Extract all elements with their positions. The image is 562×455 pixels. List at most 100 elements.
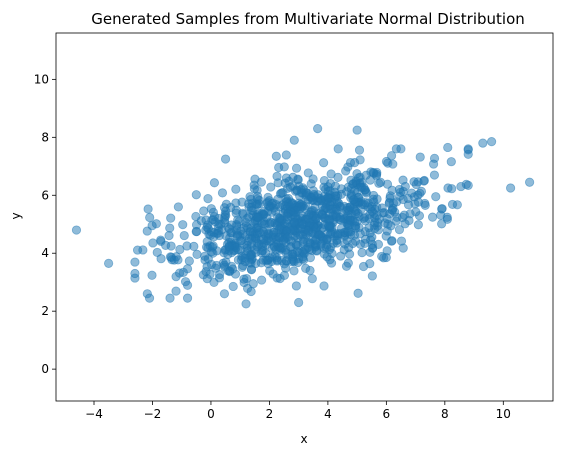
data-point — [203, 194, 213, 204]
data-point — [378, 208, 388, 218]
data-point — [192, 249, 202, 259]
data-point — [264, 253, 275, 263]
data-point — [525, 177, 535, 187]
data-point — [130, 268, 140, 279]
data-point — [191, 190, 201, 200]
data-point — [267, 243, 277, 254]
data-point — [367, 271, 377, 281]
y-tick-label: 8 — [41, 130, 49, 144]
data-point — [281, 256, 291, 266]
data-point — [224, 242, 234, 252]
data-point — [166, 213, 176, 223]
data-point — [305, 253, 315, 263]
y-tick-label: 10 — [34, 72, 49, 86]
data-point — [360, 212, 370, 222]
data-point — [289, 135, 299, 145]
data-point — [279, 270, 290, 280]
data-point — [203, 254, 213, 264]
data-point — [231, 219, 242, 230]
data-point — [330, 187, 340, 197]
y-tick-label: 4 — [41, 246, 49, 260]
data-point — [352, 125, 362, 135]
data-point — [171, 272, 181, 282]
data-point — [281, 150, 291, 160]
data-point — [365, 175, 375, 185]
data-point — [344, 220, 354, 230]
data-point — [256, 258, 266, 268]
data-point — [348, 238, 358, 249]
data-point — [392, 197, 402, 207]
data-point — [303, 168, 313, 178]
data-point — [335, 212, 345, 223]
data-point — [217, 188, 228, 198]
data-point — [231, 184, 241, 194]
data-point — [398, 186, 408, 197]
y-axis-ticks: 0 2 4 6 8 10 — [34, 72, 56, 376]
data-point — [258, 234, 268, 244]
data-point — [437, 219, 447, 229]
data-point — [202, 262, 212, 272]
data-point — [166, 241, 176, 251]
data-point — [506, 183, 516, 193]
data-point — [305, 265, 315, 276]
chart-title: Generated Samples from Multivariate Norm… — [91, 10, 525, 28]
x-axis-ticks: −4 −2 0 2 4 6 8 10 — [85, 401, 511, 421]
data-point — [246, 202, 257, 213]
data-point — [274, 213, 284, 223]
data-point — [443, 142, 453, 153]
data-point — [279, 162, 289, 172]
x-tick-label: −2 — [144, 407, 162, 421]
data-point — [332, 197, 342, 207]
data-point — [148, 238, 158, 248]
data-point — [272, 171, 282, 181]
data-point — [349, 194, 359, 205]
x-tick-label: 6 — [383, 407, 391, 421]
data-point — [487, 137, 497, 147]
data-point — [251, 247, 261, 257]
data-point — [257, 275, 267, 285]
x-tick-label: 2 — [266, 407, 274, 421]
data-point — [238, 208, 248, 218]
data-point — [386, 151, 397, 161]
data-point — [299, 234, 309, 244]
y-tick-label: 0 — [41, 362, 49, 376]
data-point — [360, 238, 370, 249]
data-point — [293, 174, 303, 184]
data-point — [405, 209, 415, 219]
data-point — [221, 231, 231, 241]
data-point — [291, 281, 301, 291]
data-point — [357, 248, 367, 258]
y-tick-label: 6 — [41, 188, 49, 202]
data-point — [367, 232, 377, 242]
data-point — [272, 256, 282, 266]
data-point — [210, 217, 220, 227]
data-point — [179, 230, 189, 241]
data-point — [130, 257, 140, 267]
data-point — [308, 174, 318, 184]
data-point — [436, 210, 446, 220]
data-point — [285, 182, 295, 192]
data-point — [289, 217, 299, 227]
data-point — [429, 170, 440, 180]
x-tick-label: −4 — [85, 407, 103, 421]
data-point — [351, 206, 361, 216]
data-point — [372, 217, 383, 228]
data-point — [346, 229, 356, 240]
data-point — [365, 204, 376, 214]
data-point — [214, 269, 225, 280]
y-axis-label: y — [9, 212, 23, 219]
data-point — [323, 193, 333, 203]
data-point — [254, 199, 264, 209]
data-point — [301, 188, 311, 198]
data-point — [165, 223, 175, 233]
data-point — [152, 247, 162, 258]
data-point — [384, 198, 394, 208]
data-point — [241, 299, 251, 309]
data-point — [478, 138, 488, 148]
x-tick-label: 4 — [324, 407, 332, 421]
data-point — [319, 158, 329, 168]
data-point — [178, 220, 188, 230]
data-point — [271, 151, 281, 161]
data-point — [428, 159, 439, 169]
data-point — [143, 204, 153, 214]
